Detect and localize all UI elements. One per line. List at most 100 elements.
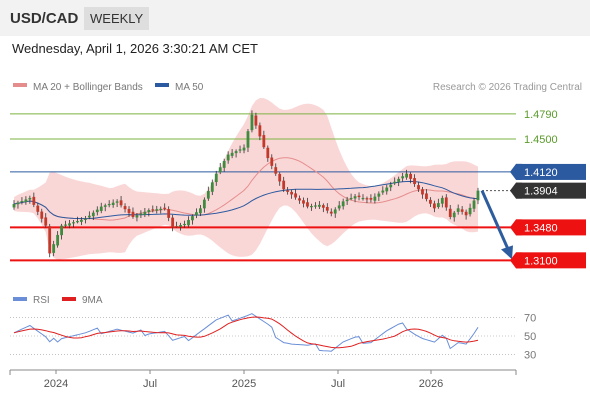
rsi-ma-line (13, 316, 479, 349)
rsi-legend-label: RSI (33, 295, 50, 306)
candle (68, 220, 71, 229)
moving-averages (13, 157, 479, 221)
candle (36, 202, 40, 216)
candle (468, 203, 472, 217)
candle (195, 208, 198, 219)
candle (143, 207, 147, 218)
ma20-legend-swatch (13, 83, 27, 87)
candle (151, 205, 155, 213)
candle (393, 177, 397, 186)
candle (381, 186, 385, 195)
candle (214, 170, 218, 186)
candle (429, 197, 432, 208)
time-axis-labels: 2024 Jul 2025 Jul 2026 (44, 370, 443, 390)
candle (317, 201, 321, 209)
candle (306, 197, 309, 209)
candle (99, 202, 103, 214)
candle (107, 200, 111, 208)
symbol-label: USD/CAD (10, 10, 79, 27)
candle (286, 187, 290, 195)
rsi-ma-legend-label: 9MA (82, 295, 103, 306)
candle (198, 205, 202, 217)
candle (278, 172, 282, 186)
candle (16, 200, 20, 209)
candle (242, 144, 246, 154)
bollinger-band (14, 98, 478, 260)
time-axis-label: 2024 (44, 378, 68, 390)
candle (373, 193, 377, 204)
rsi-line (13, 313, 479, 352)
candle (405, 169, 409, 180)
copyright-label: Research © 2026 Trading Central (433, 82, 582, 93)
candle (460, 206, 464, 215)
candle (159, 206, 163, 214)
candle (464, 209, 468, 220)
candle (167, 206, 171, 222)
candle (119, 196, 123, 208)
rsi-tick-label: 30 (524, 350, 536, 362)
candle (341, 198, 345, 210)
candle (171, 214, 175, 232)
rsi-tick-label: 50 (524, 331, 536, 343)
candle (60, 223, 63, 240)
candle (191, 214, 194, 225)
time-axis-label: Jul (331, 378, 345, 390)
candle (385, 184, 389, 195)
level-label-1.3100: 1.3100 (524, 255, 558, 267)
candle (262, 130, 266, 149)
candles (12, 110, 480, 258)
candle (44, 213, 48, 228)
candle (329, 208, 333, 217)
candle (409, 172, 412, 184)
candle (95, 206, 99, 216)
candle (76, 216, 79, 224)
level-label-1.4790: 1.4790 (524, 109, 558, 121)
candle (250, 110, 254, 133)
candle (48, 223, 52, 258)
candle (282, 176, 286, 193)
candle (321, 203, 325, 213)
candle (210, 179, 214, 196)
candle (230, 149, 234, 159)
candle (337, 201, 341, 211)
time-axis-label: 2025 (232, 378, 256, 390)
candle (226, 151, 230, 164)
candle (87, 211, 91, 220)
candle (254, 112, 258, 129)
candle (103, 203, 107, 212)
candle (222, 158, 226, 172)
candle (325, 203, 329, 214)
candle (175, 221, 178, 228)
candle (115, 199, 119, 208)
level-label-1.3904: 1.3904 (524, 186, 558, 198)
ma50-legend-swatch (155, 83, 169, 87)
candle (83, 215, 87, 224)
candle (314, 202, 317, 209)
candle (56, 231, 60, 248)
candle (425, 189, 428, 202)
candle (206, 186, 210, 201)
header-bar: USD/CAD WEEKLY (0, 0, 590, 36)
candle (32, 192, 36, 208)
candle (353, 193, 357, 203)
timeframe-button[interactable]: WEEKLY (84, 7, 150, 30)
candle (80, 217, 83, 226)
candle (452, 210, 456, 222)
candle (111, 199, 115, 208)
candle (333, 207, 337, 218)
candle (389, 181, 393, 192)
candle (28, 195, 32, 204)
ma50-line (13, 180, 479, 220)
candle (64, 220, 67, 228)
candle (448, 204, 452, 220)
candle (20, 197, 24, 205)
rsi-legend-swatch (13, 297, 27, 301)
candle (238, 145, 242, 154)
candle (302, 197, 305, 208)
level-tag-1.3480 (516, 219, 586, 236)
candle (72, 219, 75, 228)
candle (397, 176, 401, 187)
candle (183, 220, 186, 228)
candle (417, 181, 420, 193)
